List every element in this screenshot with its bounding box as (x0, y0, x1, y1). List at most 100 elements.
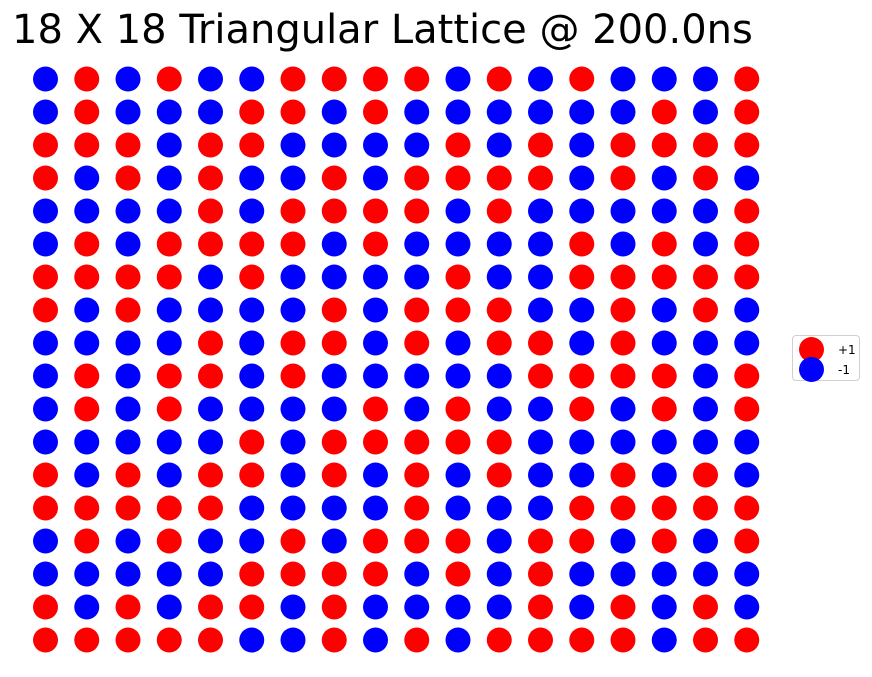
lattice-point-r14-c2 (115, 528, 141, 554)
lattice-point-r7-c0 (33, 297, 58, 323)
lattice-point-r13-c3 (156, 495, 182, 521)
lattice-point-r1-c1 (74, 99, 100, 125)
lattice-point-r6-c1 (74, 264, 100, 290)
lattice-point-r9-c11 (486, 363, 512, 389)
lattice-point-r12-c17 (734, 462, 760, 488)
lattice-point-r11-c15 (651, 429, 677, 455)
lattice-point-r1-c10 (445, 99, 471, 125)
lattice-point-r11-c5 (239, 429, 265, 455)
lattice-point-r14-c16 (693, 528, 718, 554)
lattice-point-r14-c11 (486, 528, 512, 554)
lattice-point-r6-c13 (569, 264, 595, 290)
lattice-point-r3-c7 (321, 165, 347, 191)
lattice-point-r8-c12 (528, 330, 553, 356)
lattice-point-r3-c14 (610, 165, 636, 191)
lattice-point-r10-c15 (651, 396, 677, 422)
lattice-point-r15-c3 (156, 561, 182, 587)
lattice-point-r4-c7 (321, 198, 347, 224)
lattice-point-r6-c6 (280, 264, 306, 290)
lattice-point-r3-c17 (734, 165, 760, 191)
lattice-point-r17-c12 (528, 627, 553, 653)
lattice-point-r7-c3 (156, 297, 182, 323)
lattice-point-r10-c17 (734, 396, 760, 422)
lattice-point-r17-c6 (280, 627, 306, 653)
lattice-point-r5-c10 (445, 231, 471, 257)
lattice-point-r3-c0 (33, 165, 58, 191)
lattice-point-r11-c13 (569, 429, 595, 455)
lattice-point-r12-c11 (486, 462, 512, 488)
lattice-point-r8-c9 (404, 330, 430, 356)
lattice-point-r16-c7 (321, 594, 347, 620)
lattice-point-r0-c12 (528, 66, 553, 92)
lattice-point-r11-c12 (528, 429, 553, 455)
lattice-point-r14-c3 (156, 528, 182, 554)
lattice-point-r12-c2 (115, 462, 141, 488)
lattice-point-r5-c0 (33, 231, 58, 257)
lattice-point-r14-c8 (363, 528, 388, 554)
lattice-point-r5-c8 (363, 231, 388, 257)
lattice-point-r13-c7 (321, 495, 347, 521)
lattice-point-r6-c5 (239, 264, 265, 290)
lattice-point-r15-c9 (404, 561, 430, 587)
lattice-point-r11-c2 (115, 429, 141, 455)
lattice-point-r9-c4 (198, 363, 223, 389)
lattice-point-r14-c12 (528, 528, 553, 554)
lattice-point-r12-c12 (528, 462, 553, 488)
lattice-point-r15-c10 (445, 561, 471, 587)
lattice-point-r0-c13 (569, 66, 595, 92)
lattice-point-r2-c11 (486, 132, 512, 158)
lattice-point-r12-c10 (445, 462, 471, 488)
lattice-point-r0-c9 (404, 66, 430, 92)
lattice-point-r1-c14 (610, 99, 636, 125)
lattice-point-r8-c15 (651, 330, 677, 356)
lattice-point-r7-c4 (198, 297, 223, 323)
lattice-point-r9-c5 (239, 363, 265, 389)
lattice-point-r6-c12 (528, 264, 553, 290)
lattice-point-r1-c7 (321, 99, 347, 125)
lattice-point-r14-c13 (569, 528, 595, 554)
lattice-point-r12-c9 (404, 462, 430, 488)
lattice-point-r10-c0 (33, 396, 58, 422)
lattice-point-r0-c15 (651, 66, 677, 92)
lattice-point-r0-c10 (445, 66, 471, 92)
lattice-point-r1-c5 (239, 99, 265, 125)
lattice-point-r15-c13 (569, 561, 595, 587)
lattice-point-r1-c11 (486, 99, 512, 125)
lattice-point-r9-c14 (610, 363, 636, 389)
lattice-point-r6-c10 (445, 264, 471, 290)
lattice-point-r13-c6 (280, 495, 306, 521)
lattice-point-r13-c2 (115, 495, 141, 521)
lattice-point-r9-c12 (528, 363, 553, 389)
lattice-point-r11-c0 (33, 429, 58, 455)
lattice-point-r3-c4 (198, 165, 223, 191)
lattice-point-r8-c3 (156, 330, 182, 356)
lattice-point-r9-c2 (115, 363, 141, 389)
lattice-point-r3-c6 (280, 165, 306, 191)
lattice-point-r17-c2 (115, 627, 141, 653)
lattice-point-r7-c15 (651, 297, 677, 323)
lattice-point-r13-c4 (198, 495, 223, 521)
lattice-point-r11-c17 (734, 429, 760, 455)
lattice-point-r16-c16 (693, 594, 718, 620)
lattice-point-r8-c1 (74, 330, 100, 356)
lattice-point-r11-c6 (280, 429, 306, 455)
lattice-point-r1-c4 (198, 99, 223, 125)
lattice-point-r5-c14 (610, 231, 636, 257)
lattice-point-r7-c16 (693, 297, 718, 323)
lattice-point-r14-c7 (321, 528, 347, 554)
lattice-point-r3-c13 (569, 165, 595, 191)
lattice-point-r0-c3 (156, 66, 182, 92)
lattice-point-r6-c17 (734, 264, 760, 290)
lattice-point-r7-c5 (239, 297, 265, 323)
chart-title: 18 X 18 Triangular Lattice @ 200.0ns (12, 7, 753, 53)
lattice-point-r11-c16 (693, 429, 718, 455)
lattice-point-r1-c17 (734, 99, 760, 125)
legend-label-plus-one: +1 (838, 343, 856, 357)
lattice-point-r13-c10 (445, 495, 471, 521)
lattice-point-r10-c5 (239, 396, 265, 422)
lattice-point-r4-c2 (115, 198, 141, 224)
lattice-point-r14-c10 (445, 528, 471, 554)
lattice-point-r6-c3 (156, 264, 182, 290)
lattice-point-r15-c7 (321, 561, 347, 587)
